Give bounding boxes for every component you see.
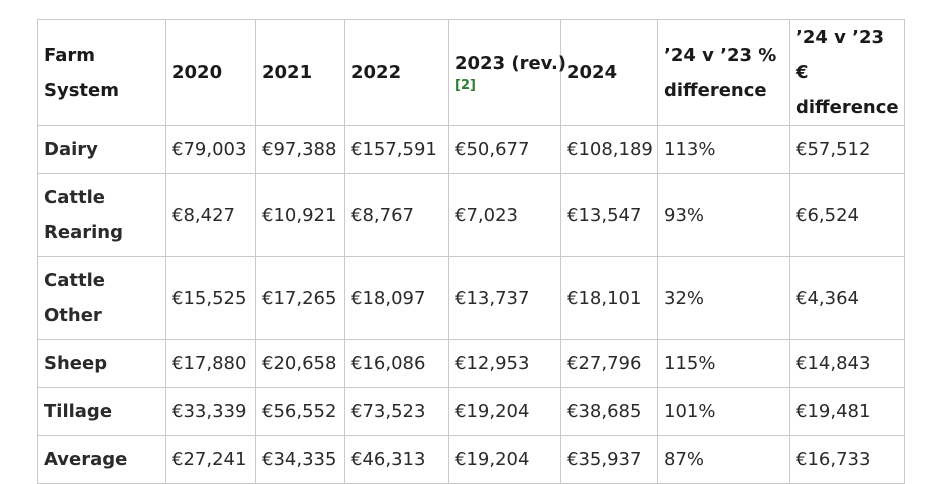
value-2023-cell: €12,953 bbox=[448, 339, 561, 388]
header-farm-system: Farm System bbox=[37, 19, 166, 126]
value-2020-cell: €27,241 bbox=[165, 435, 256, 484]
value-2023-cell: €19,204 bbox=[448, 387, 561, 436]
value-2024-cell: €38,685 bbox=[560, 387, 658, 436]
value-2023-cell: €13,737 bbox=[448, 256, 561, 340]
eur-difference-cell: €6,524 bbox=[789, 173, 905, 257]
value-2023-cell: €7,023 bbox=[448, 173, 561, 257]
farm-income-table: Farm System 2020 2021 2022 2023 (rev.) [… bbox=[37, 19, 905, 484]
value-2023-cell: €19,204 bbox=[448, 435, 561, 484]
farm-system-cell: Cattle Other bbox=[37, 256, 166, 340]
header-2021: 2021 bbox=[255, 19, 345, 126]
value-2020-cell: €17,880 bbox=[165, 339, 256, 388]
header-2024: 2024 bbox=[560, 19, 658, 126]
value-2024-cell: €35,937 bbox=[560, 435, 658, 484]
value-2021-cell: €34,335 bbox=[255, 435, 345, 484]
header-2020: 2020 bbox=[165, 19, 256, 126]
table-row: Cattle Other €15,525 €17,265 €18,097 €13… bbox=[37, 256, 905, 340]
header-row: Farm System 2020 2021 2022 2023 (rev.) [… bbox=[37, 19, 905, 126]
farm-system-cell: Dairy bbox=[37, 125, 166, 174]
footnote-link-2[interactable]: [2] bbox=[455, 78, 476, 93]
value-2022-cell: €46,313 bbox=[344, 435, 449, 484]
table-row: Average €27,241 €34,335 €46,313 €19,204 … bbox=[37, 435, 905, 484]
farm-system-cell: Sheep bbox=[37, 339, 166, 388]
value-2021-cell: €56,552 bbox=[255, 387, 345, 436]
value-2020-cell: €15,525 bbox=[165, 256, 256, 340]
header-2023-label: 2023 (rev.) bbox=[455, 53, 567, 74]
pct-difference-cell: 101% bbox=[657, 387, 790, 436]
value-2022-cell: €73,523 bbox=[344, 387, 449, 436]
farm-system-cell: Tillage bbox=[37, 387, 166, 436]
eur-difference-cell: €14,843 bbox=[789, 339, 905, 388]
pct-difference-cell: 87% bbox=[657, 435, 790, 484]
value-2020-cell: €8,427 bbox=[165, 173, 256, 257]
header-2023: 2023 (rev.) [2] bbox=[448, 19, 567, 126]
table-row: Sheep €17,880 €20,658 €16,086 €12,953 €2… bbox=[37, 339, 905, 388]
header-eur-difference: ’24 v ’23 € difference bbox=[789, 19, 905, 126]
header-2022: 2022 bbox=[344, 19, 449, 126]
value-2024-cell: €18,101 bbox=[560, 256, 658, 340]
header-pct-difference: ’24 v ’23 % difference bbox=[657, 19, 790, 126]
value-2022-cell: €8,767 bbox=[344, 173, 449, 257]
eur-difference-cell: €19,481 bbox=[789, 387, 905, 436]
value-2020-cell: €33,339 bbox=[165, 387, 256, 436]
eur-difference-cell: €16,733 bbox=[789, 435, 905, 484]
value-2020-cell: €79,003 bbox=[165, 125, 256, 174]
farm-system-cell: Average bbox=[37, 435, 166, 484]
value-2021-cell: €97,388 bbox=[255, 125, 345, 174]
value-2021-cell: €10,921 bbox=[255, 173, 345, 257]
value-2021-cell: €17,265 bbox=[255, 256, 345, 340]
value-2022-cell: €157,591 bbox=[344, 125, 449, 174]
table-row: Dairy €79,003 €97,388 €157,591 €50,677 €… bbox=[37, 125, 905, 174]
table-row: Cattle Rearing €8,427 €10,921 €8,767 €7,… bbox=[37, 173, 905, 257]
value-2022-cell: €16,086 bbox=[344, 339, 449, 388]
farm-system-cell: Cattle Rearing bbox=[37, 173, 166, 257]
value-2023-cell: €50,677 bbox=[448, 125, 561, 174]
value-2022-cell: €18,097 bbox=[344, 256, 449, 340]
eur-difference-cell: €57,512 bbox=[789, 125, 905, 174]
pct-difference-cell: 113% bbox=[657, 125, 790, 174]
pct-difference-cell: 32% bbox=[657, 256, 790, 340]
table-row: Tillage €33,339 €56,552 €73,523 €19,204 … bbox=[37, 387, 905, 436]
value-2024-cell: €13,547 bbox=[560, 173, 658, 257]
value-2021-cell: €20,658 bbox=[255, 339, 345, 388]
value-2024-cell: €108,189 bbox=[560, 125, 658, 174]
pct-difference-cell: 93% bbox=[657, 173, 790, 257]
pct-difference-cell: 115% bbox=[657, 339, 790, 388]
value-2024-cell: €27,796 bbox=[560, 339, 658, 388]
eur-difference-cell: €4,364 bbox=[789, 256, 905, 340]
